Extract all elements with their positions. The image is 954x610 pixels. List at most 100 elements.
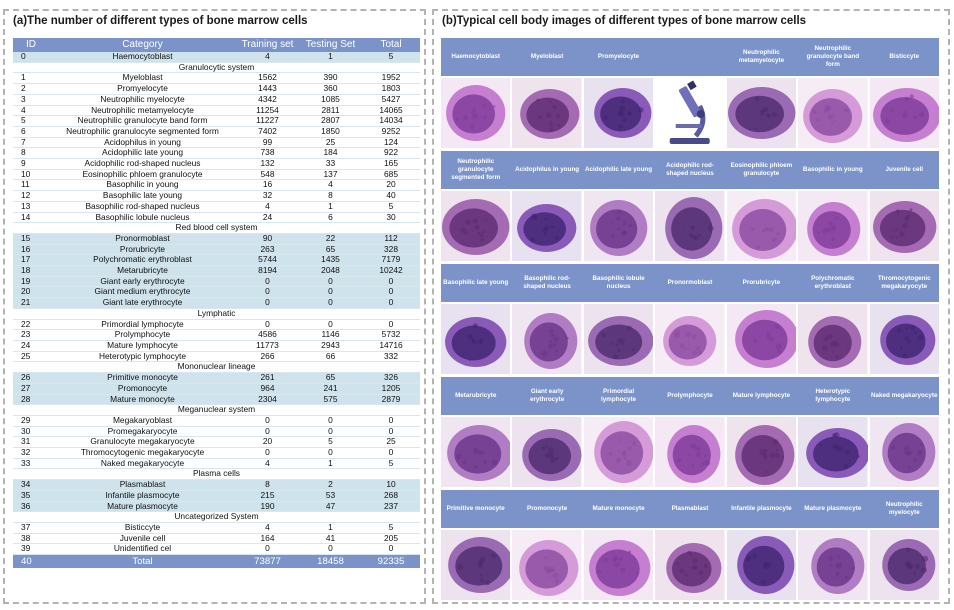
cell-train: 0 [265, 447, 270, 458]
header-total: Total [362, 38, 420, 52]
cell-name: Plasmablast [49, 479, 236, 491]
total-testing: 18458 [299, 554, 362, 569]
cell-total: 0 [388, 543, 394, 554]
table-row: 38 Juvenile cell 164 41 205 [13, 533, 420, 544]
cell-test: 575 [299, 394, 362, 405]
table-row: 2 Promyelocyte 1443 360 1803 [13, 84, 420, 95]
cell-train: 964 [236, 383, 299, 394]
table-row: 1 Myeloblast 1562 390 1952 [13, 73, 420, 84]
section-label: Plasma cells [13, 468, 420, 480]
cell-total: 14716 [379, 340, 403, 350]
cell-image-row [441, 530, 939, 600]
cell-total: 10 [362, 479, 420, 491]
cell-test: 25 [325, 137, 336, 147]
cell-train: 215 [236, 490, 299, 502]
cell-name: Thromocytogenic megakaryocyte [80, 447, 205, 458]
cell-total: 14034 [379, 115, 403, 126]
cell-test: 6 [328, 212, 333, 222]
cell-micrograph [583, 417, 654, 487]
cell-id: 24 [21, 340, 31, 350]
table-row: 11 Basophilic in young 16 4 20 [13, 180, 420, 191]
cell-type-label: Polychromatic erythroblast [811, 275, 855, 290]
table-row: 31 Granulocyte megakaryocyte 20 5 25 [13, 437, 420, 448]
cell-total: 9252 [381, 126, 401, 136]
cell-name: Heterotypic lymphocyte [98, 351, 187, 361]
cell-total: 268 [362, 490, 420, 502]
cell-id: 0 [13, 52, 49, 63]
cell-micrograph [726, 530, 797, 600]
cell-name: Basophilic in young [106, 179, 179, 190]
table-row: 9 Acidophilic rod-shaped nucleus 132 33 165 [13, 159, 420, 170]
cell-micrograph [512, 78, 582, 148]
section-label: Lymphatic [13, 308, 420, 320]
cell-count-table: ID Category Training set Testing Set Tot… [13, 38, 420, 569]
cell-total: 237 [362, 501, 420, 512]
cell-total: 1952 [381, 72, 401, 83]
cell-image-row [441, 417, 939, 487]
cell-train: 190 [236, 501, 299, 512]
cell-test: 1146 [321, 329, 340, 340]
cell-test: 184 [323, 147, 338, 158]
cell-id: 2 [21, 83, 26, 94]
header-id: ID [13, 38, 49, 52]
table-row: 13 Basophilic rod-shaped nucleus 4 1 5 [13, 201, 420, 213]
table-row: 10 Eosinophilic phloem granulocyte 548 137 6… [13, 169, 420, 180]
table-row: 3 Neutrophilic myelocyte 4342 1085 5427 [13, 94, 420, 106]
cell-id: 22 [21, 319, 31, 329]
cell-id: 23 [21, 329, 31, 340]
cell-type-label: Basophilic rod-shaped nucleus [523, 275, 571, 290]
cell-id: 10 [21, 169, 31, 179]
cell-train: 11227 [256, 115, 279, 126]
cell-train: 263 [236, 244, 299, 255]
cell-train: 7402 [258, 126, 277, 136]
cell-id: 8 [21, 147, 26, 158]
cell-name: Neutrophilic granulocyte band form [77, 115, 208, 126]
section-label: Granulocytic system [13, 62, 420, 73]
cell-id: 25 [21, 351, 31, 361]
cell-total: 40 [386, 190, 396, 201]
cell-total: 0 [362, 297, 420, 309]
table-row: 4 Neutrophilic metamyelocyte 11254 2811 1406… [13, 105, 420, 116]
table-section-row: Lymphatic [13, 308, 420, 320]
panel-b-title: (b)Typical cell body images of different… [442, 15, 807, 27]
section-label: Meganuclear system [13, 404, 420, 416]
cell-micrograph [655, 191, 725, 261]
cell-label-row: Neutrophilic granulocyte segmented form A… [441, 151, 939, 189]
cell-name: Pronormoblast [49, 233, 236, 245]
cell-train: 0 [236, 286, 299, 298]
cell-test: 2943 [321, 340, 340, 350]
cell-train: 4 [265, 522, 270, 532]
cell-test: 65 [299, 244, 362, 255]
cell-micrograph [869, 530, 939, 600]
cell-train: 4342 [258, 94, 277, 104]
cell-test: 65 [299, 372, 362, 384]
table-row: 12 Basophilic late young 32 8 40 [13, 191, 420, 202]
table-row: 34 Plasmablast 8 2 10 [13, 479, 420, 491]
cell-micrograph [869, 78, 939, 148]
table-section-row: Red blood cell system [13, 222, 420, 234]
table-row: 0 Haemocytoblast 4 1 5 [13, 52, 420, 63]
cell-type-label: Prorubricyte [742, 279, 781, 287]
cell-train: 0 [265, 319, 270, 329]
cell-train: 8 [236, 479, 299, 491]
cell-test: 2 [299, 479, 362, 491]
table-row: 39 Unidentified cel 0 0 0 [13, 544, 420, 555]
cell-type-label: Basophilic lobule nucleus [592, 275, 645, 290]
cell-id: 16 [13, 244, 49, 255]
cell-total: 2879 [362, 394, 420, 405]
cell-train: 548 [260, 169, 275, 179]
cell-type-label: Heterotypic lymphocyte [815, 388, 851, 403]
cell-name: Basophilic rod-shaped nucleus [85, 201, 200, 211]
table-section-row: Mononuclear lineage [13, 361, 420, 373]
cell-total: 332 [384, 351, 398, 361]
cell-micrograph [512, 417, 582, 487]
cell-total: 0 [362, 286, 420, 298]
cell-test: 8 [328, 190, 333, 201]
cell-test: 0 [299, 286, 362, 298]
cell-name: Megakaryoblast [112, 415, 173, 425]
cell-total: 20 [386, 179, 396, 190]
cell-type-label: Primitive monocyte [446, 505, 505, 513]
cell-test: 0 [299, 297, 362, 309]
table-total-row: 40 Total 73877 18458 92335 [13, 554, 420, 569]
cell-type-label: Eosinophilic phloem granulocyte [730, 162, 793, 177]
